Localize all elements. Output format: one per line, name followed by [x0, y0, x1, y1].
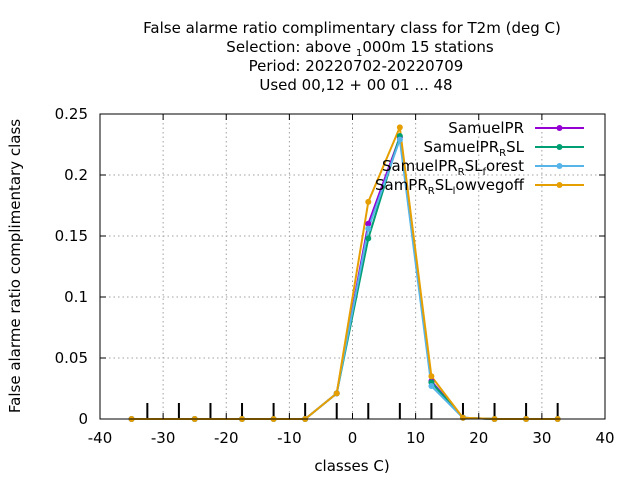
data-point — [333, 390, 340, 397]
legend-swatch-point — [556, 144, 563, 150]
title-line-2: Selection: above 1000m 15 stations — [226, 38, 494, 59]
legend: SamuelPRSamuelPRRSLSamuelPRRSLforestSamP… — [375, 119, 584, 197]
x-tick-label: -10 — [277, 429, 302, 447]
data-point — [428, 383, 435, 390]
legend-label: SamuelPR — [448, 119, 524, 137]
y-tick-label: 0.15 — [55, 227, 88, 245]
x-tick-label: -40 — [88, 429, 113, 447]
data-point — [365, 225, 372, 232]
x-tick-label: 0 — [348, 429, 358, 447]
data-point — [459, 414, 466, 421]
legend-label: SamPRRSLlowvegoff — [375, 176, 525, 197]
y-tick-label: 0.05 — [55, 349, 88, 367]
y-tick-label: 0.1 — [64, 288, 88, 306]
legend-swatch-point — [556, 182, 563, 188]
y-tick-label: 0.2 — [64, 166, 88, 184]
grid — [100, 114, 605, 419]
y-tick-label: 0 — [78, 410, 88, 428]
x-tick-label: 30 — [532, 429, 551, 447]
x-tick-label: -30 — [151, 429, 176, 447]
title-line-3: Period: 20220702-20220709 — [249, 57, 464, 75]
legend-label: SamuelPRRSL — [423, 138, 524, 159]
x-tick-label: 20 — [469, 429, 488, 447]
title-line-1: False alarme ratio complimentary class f… — [143, 19, 561, 37]
legend-swatch-point — [556, 125, 563, 131]
data-point — [396, 136, 403, 143]
x-tick-label: 10 — [406, 429, 425, 447]
data-point — [428, 373, 435, 380]
x-tick-labels: -40 -30 -20 -10 0 10 20 30 40 — [88, 429, 615, 447]
title-line-4: Used 00,12 + 00 01 ... 48 — [259, 76, 452, 94]
chart-title: False alarme ratio complimentary class f… — [143, 19, 561, 94]
data-point — [396, 124, 403, 131]
y-axis-label: False alarme ratio complimentary class — [6, 119, 24, 413]
data-point — [365, 220, 372, 227]
y-tick-label: 0.25 — [55, 105, 88, 123]
y-tick-labels: 0 0.05 0.1 0.15 0.2 0.25 — [55, 105, 88, 428]
legend-label: SamuelPRRSLforest — [382, 157, 524, 178]
data-point — [365, 235, 372, 242]
legend-swatch-point — [556, 163, 563, 169]
data-point — [365, 198, 372, 205]
x-tick-label: 40 — [595, 429, 614, 447]
x-axis-label: classes C) — [314, 457, 389, 475]
x-tick-label: -20 — [214, 429, 239, 447]
ticks — [99, 113, 606, 420]
